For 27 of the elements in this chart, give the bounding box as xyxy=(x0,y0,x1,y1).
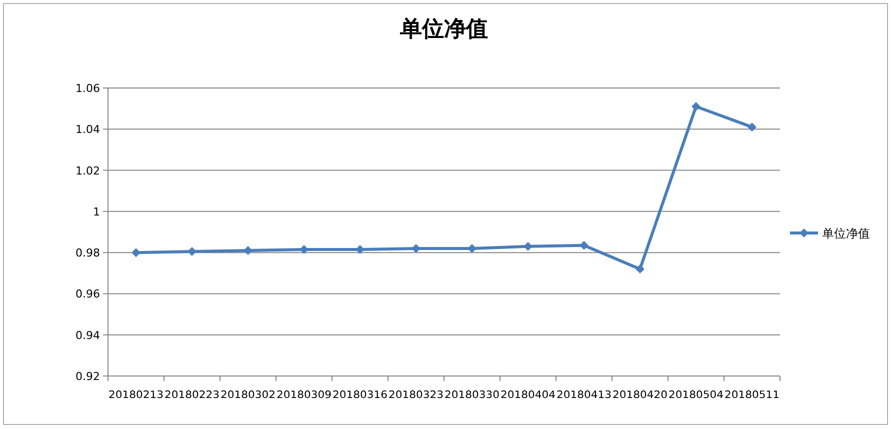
x-tick-label: 20180316 xyxy=(332,390,388,401)
y-tick-label: 1.04 xyxy=(76,123,100,136)
point xyxy=(692,102,700,112)
y-tick-label: 1.06 xyxy=(76,82,100,95)
y-tick-label: 0.92 xyxy=(76,370,100,383)
x-tick-label: 20180323 xyxy=(388,390,444,401)
x-tick-label: 20180404 xyxy=(500,390,556,401)
x-tick-label: 20180511 xyxy=(724,390,780,401)
x-tick-label: 20180213 xyxy=(108,390,164,401)
point xyxy=(748,122,756,132)
x-tick-label: 20180413 xyxy=(556,390,612,401)
y-tick-label: 0.94 xyxy=(76,328,100,342)
x-tick-label: 20180302 xyxy=(220,390,276,401)
x-tick-label: 20180330 xyxy=(444,390,500,401)
y-tick-label: 1.02 xyxy=(76,164,100,178)
point xyxy=(244,246,252,256)
point xyxy=(132,248,140,258)
x-tick-label: 20180504 xyxy=(668,390,724,401)
x-tick-label: 20180223 xyxy=(164,390,220,401)
x-tick-label: 20180309 xyxy=(276,390,332,401)
y-tick-label: 0.96 xyxy=(76,288,100,301)
x-tick-label: 20180420 xyxy=(612,390,668,401)
point xyxy=(636,264,644,274)
y-tick-label: 0.98 xyxy=(76,246,100,260)
chart-title: 单位净值 xyxy=(399,16,488,42)
legend-label: 单位净值 xyxy=(822,226,870,240)
y-tick-label: 1 xyxy=(93,205,100,218)
